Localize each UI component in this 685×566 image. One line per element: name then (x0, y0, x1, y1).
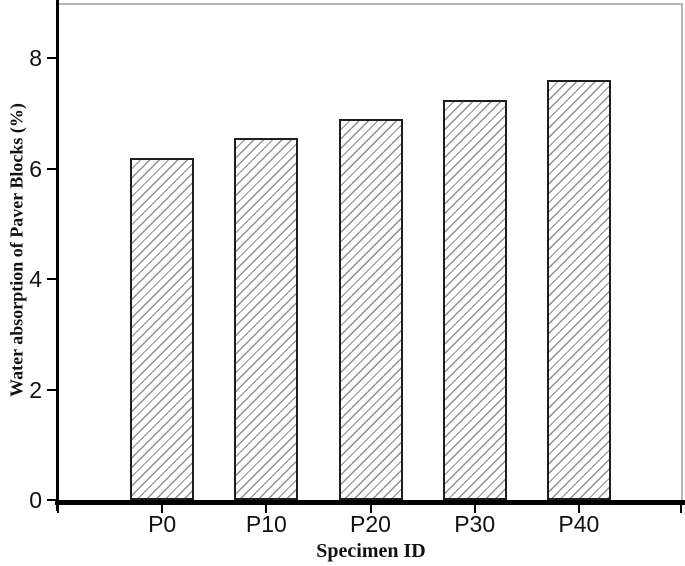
x-tick-P40 (577, 505, 580, 513)
bar-P40 (546, 80, 611, 500)
x-tick-label-P40: P40 (558, 511, 600, 537)
x-tick-P20 (369, 505, 372, 513)
bar-P10 (234, 138, 299, 500)
bar-P30 (442, 99, 507, 500)
y-tick-0 (47, 499, 57, 501)
x-tick-label-P0: P0 (148, 511, 177, 537)
bar-P20 (338, 118, 403, 500)
x-tick-label-P10: P10 (245, 511, 287, 537)
plot-area (58, 3, 683, 500)
y-tick-label-0: 0 (29, 487, 42, 513)
y-tick-6 (47, 167, 57, 170)
x-axis-title: Specimen ID (316, 540, 426, 562)
y-tick-label-4: 4 (29, 266, 42, 293)
x-tick-P0 (161, 505, 164, 513)
y-tick-label-6: 6 (29, 155, 42, 182)
y-axis-line (56, 0, 59, 511)
x-axis-end-tick-right (680, 505, 682, 513)
x-tick-P30 (473, 505, 476, 513)
x-tick-label-P30: P30 (454, 511, 496, 537)
y-tick-label-8: 8 (29, 45, 42, 72)
bar-P0 (130, 157, 195, 500)
x-tick-P10 (265, 505, 268, 513)
y-tick-4 (47, 278, 57, 281)
y-tick-2 (47, 388, 57, 391)
y-tick-8 (47, 57, 57, 60)
x-axis-end-tick-left (57, 505, 59, 513)
y-tick-label-2: 2 (29, 376, 42, 403)
x-axis-line (55, 500, 685, 505)
x-tick-label-P20: P20 (350, 511, 391, 537)
y-axis-title: Water absorption of Paver Blocks (%) (6, 103, 27, 397)
